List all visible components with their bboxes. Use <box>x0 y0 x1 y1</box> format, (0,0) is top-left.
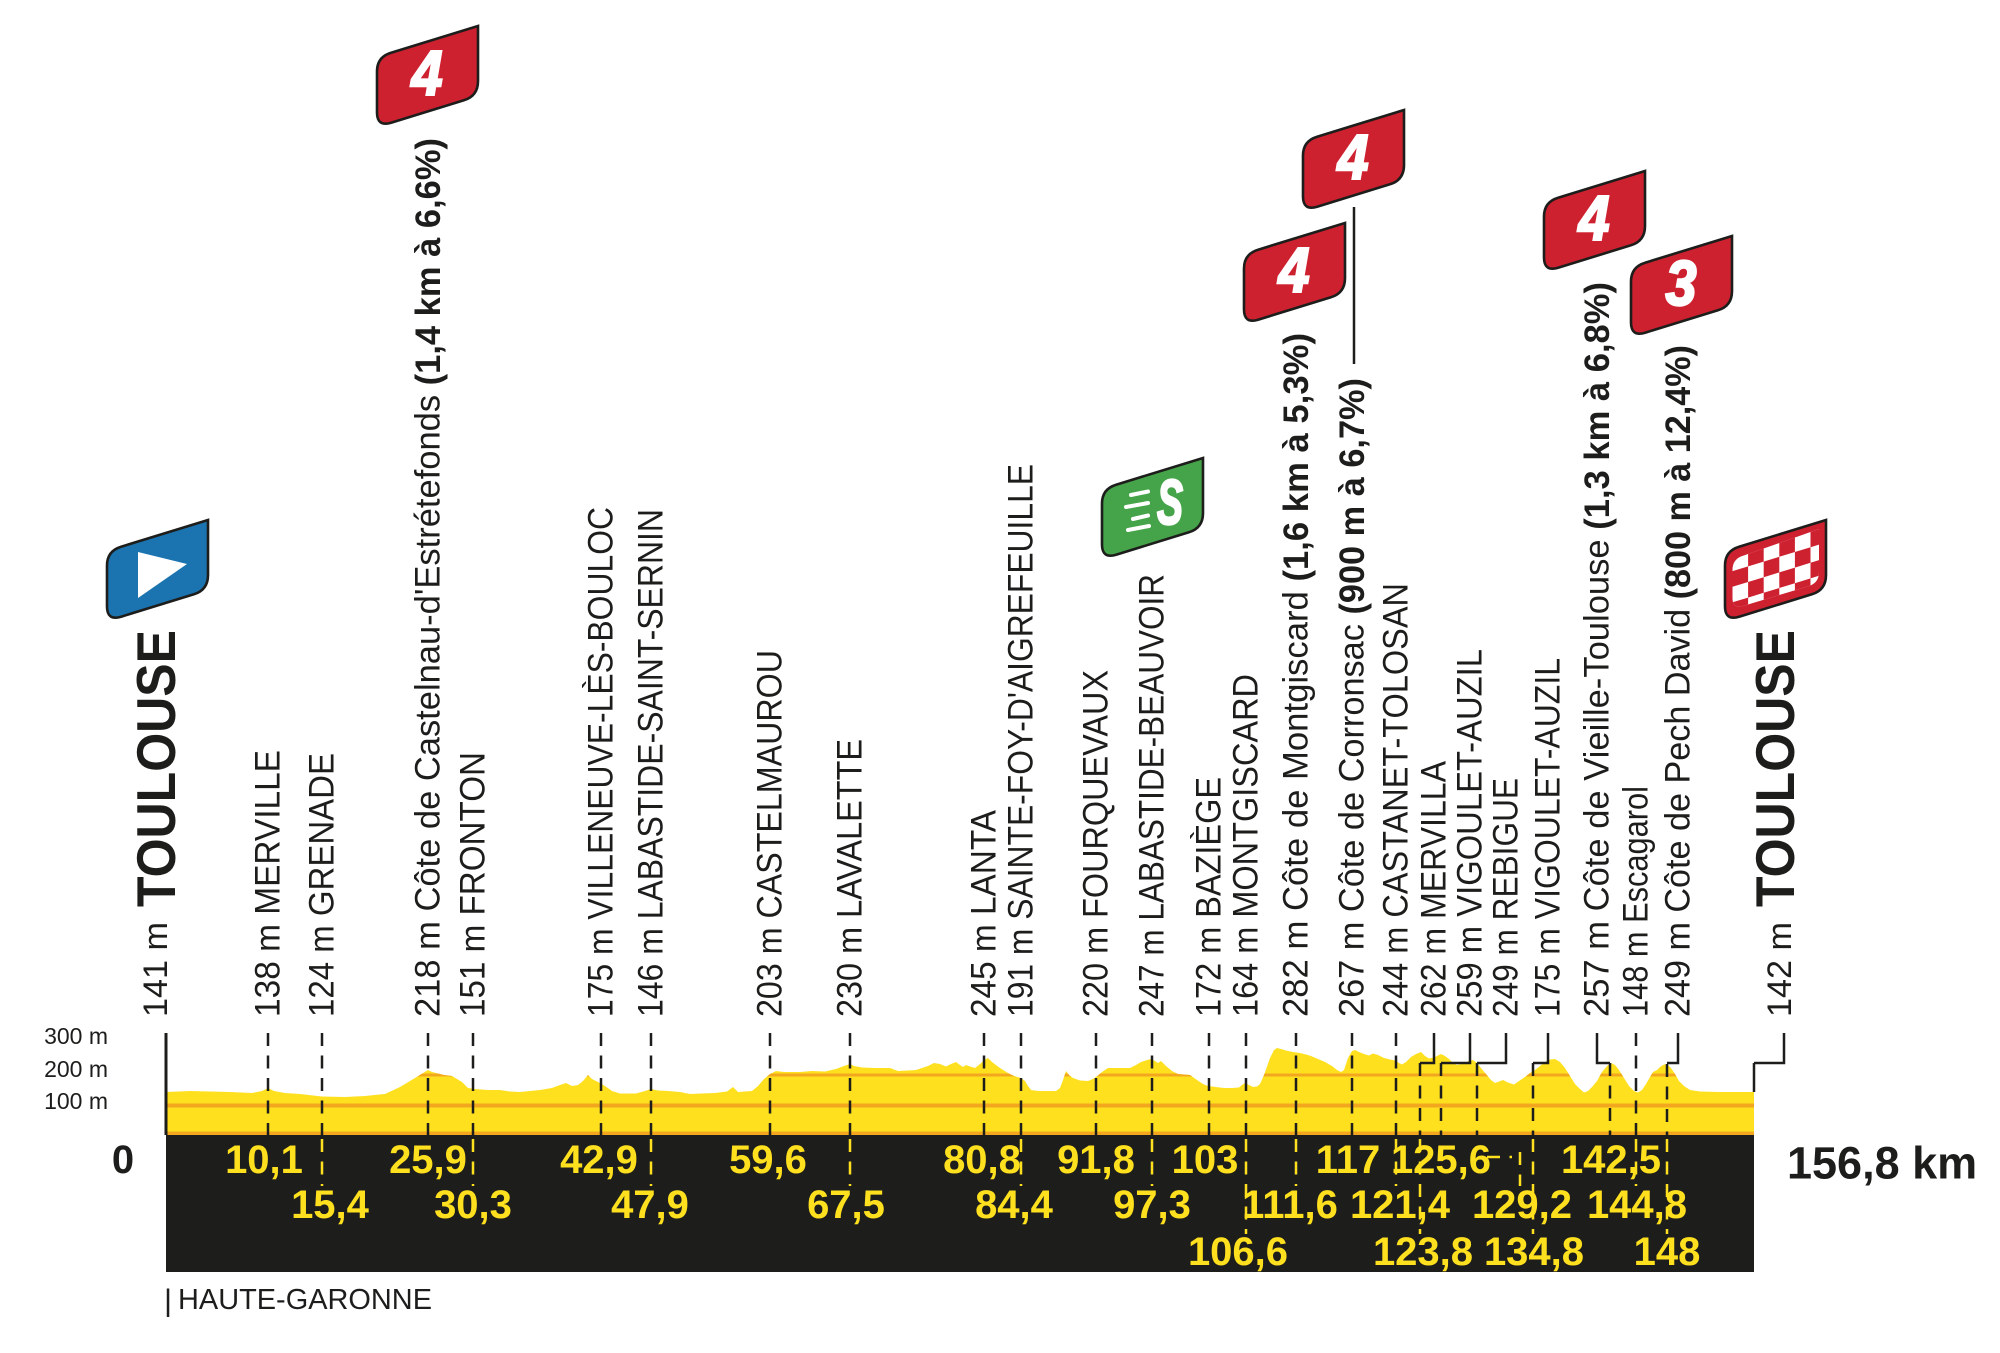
svg-text:125,6: 125,6 <box>1391 1138 1491 1182</box>
svg-text:148: 148 <box>1634 1230 1701 1274</box>
svg-text:67,5: 67,5 <box>807 1183 885 1227</box>
svg-text:267 m Côte de Corronsac (900 m: 267 m Côte de Corronsac (900 m à 6,7%) <box>1333 378 1372 1017</box>
svg-text:300 m: 300 m <box>44 1023 108 1049</box>
svg-text:144,8: 144,8 <box>1587 1183 1687 1227</box>
svg-text:203 m CASTELMAUROU: 203 m CASTELMAUROU <box>751 650 790 1017</box>
svg-text:142 m: 142 m <box>1761 922 1799 1017</box>
svg-text:148 m Escagarol: 148 m Escagarol <box>1617 786 1656 1017</box>
svg-text:3: 3 <box>1666 249 1697 319</box>
svg-text:175 m VIGOULET-AUZIL: 175 m VIGOULET-AUZIL <box>1529 658 1568 1017</box>
svg-text:142,5: 142,5 <box>1561 1138 1661 1182</box>
svg-text:80,8: 80,8 <box>943 1138 1021 1182</box>
svg-text:247 m LABASTIDE-BEAUVOIR: 247 m LABASTIDE-BEAUVOIR <box>1133 574 1172 1017</box>
svg-text:15,4: 15,4 <box>291 1183 370 1227</box>
svg-text:244 m CASTANET-TOLOSAN: 244 m CASTANET-TOLOSAN <box>1377 583 1416 1017</box>
svg-text:245 m LANTA: 245 m LANTA <box>965 809 1004 1017</box>
svg-text:151 m FRONTON: 151 m FRONTON <box>454 752 493 1017</box>
svg-text:25,9: 25,9 <box>389 1138 467 1182</box>
svg-text:30,3: 30,3 <box>434 1183 512 1227</box>
svg-text:121,4: 121,4 <box>1350 1183 1451 1227</box>
svg-text:47,9: 47,9 <box>611 1183 689 1227</box>
svg-text:HAUTE-GARONNE: HAUTE-GARONNE <box>178 1284 432 1316</box>
svg-text:156,8 km: 156,8 km <box>1787 1138 1977 1189</box>
svg-text:220 m FOURQUEVAUX: 220 m FOURQUEVAUX <box>1077 670 1116 1017</box>
svg-text:230 m LAVALETTE: 230 m LAVALETTE <box>831 739 870 1017</box>
svg-text:164 m MONTGISCARD: 164 m MONTGISCARD <box>1227 674 1266 1017</box>
svg-text:129,2: 129,2 <box>1472 1183 1572 1227</box>
svg-text:59,6: 59,6 <box>729 1138 807 1182</box>
svg-text:0: 0 <box>112 1138 134 1182</box>
svg-text:175 m VILLENEUVE-LÈS-BOULOC: 175 m VILLENEUVE-LÈS-BOULOC <box>582 507 621 1017</box>
svg-text:262 m MERVILLA: 262 m MERVILLA <box>1415 760 1454 1017</box>
svg-text:97,3: 97,3 <box>1113 1183 1191 1227</box>
svg-text:146 m LABASTIDE-SAINT-SERNIN: 146 m LABASTIDE-SAINT-SERNIN <box>632 509 671 1017</box>
svg-text:138 m MERVILLE: 138 m MERVILLE <box>249 750 288 1017</box>
svg-text:42,9: 42,9 <box>560 1138 638 1182</box>
svg-text:249 m Côte de Pech David (800: 249 m Côte de Pech David (800 m à 12,4%) <box>1659 345 1698 1017</box>
svg-text:249 m REBIGUE: 249 m REBIGUE <box>1487 778 1526 1017</box>
svg-text:4: 4 <box>1577 184 1610 254</box>
svg-text:4: 4 <box>410 39 443 109</box>
svg-text:106,6: 106,6 <box>1188 1230 1288 1274</box>
svg-text:282 m Côte de Montgiscard (1,6: 282 m Côte de Montgiscard (1,6 km à 5,3%… <box>1277 333 1316 1017</box>
svg-text:259 m VIGOULET-AUZIL: 259 m VIGOULET-AUZIL <box>1451 649 1490 1017</box>
svg-text:218 m Côte de Castelnau-d'Estr: 218 m Côte de Castelnau-d'Estrétefonds (… <box>409 138 448 1017</box>
svg-text:123,8: 123,8 <box>1373 1230 1473 1274</box>
svg-text:111,6: 111,6 <box>1242 1183 1338 1227</box>
svg-text:10,1: 10,1 <box>225 1138 303 1182</box>
svg-text:134,8: 134,8 <box>1484 1230 1584 1274</box>
svg-text:4: 4 <box>1277 236 1310 306</box>
svg-text:103: 103 <box>1172 1138 1239 1182</box>
svg-text:141 m: 141 m <box>137 922 175 1017</box>
svg-text:257 m Côte de Vieille-Toulouse: 257 m Côte de Vieille-Toulouse (1,3 km à… <box>1578 282 1617 1017</box>
svg-text:4: 4 <box>1336 123 1369 193</box>
svg-text:172 m BAZIÈGE: 172 m BAZIÈGE <box>1190 777 1229 1017</box>
svg-text:124 m GRENADE: 124 m GRENADE <box>303 753 342 1017</box>
svg-text:191 m SAINTE-FOY-D'AIGREFEUILL: 191 m SAINTE-FOY-D'AIGREFEUILLE <box>1002 464 1041 1017</box>
svg-text:TOULOUSE: TOULOUSE <box>1744 630 1806 907</box>
svg-text:100 m: 100 m <box>44 1088 108 1114</box>
svg-text:91,8: 91,8 <box>1057 1138 1135 1182</box>
svg-text:|: | <box>164 1283 172 1318</box>
svg-text:S: S <box>1157 468 1183 538</box>
svg-text:200 m: 200 m <box>44 1056 108 1082</box>
svg-text:TOULOUSE: TOULOUSE <box>125 630 187 907</box>
svg-text:117: 117 <box>1316 1138 1381 1182</box>
svg-text:84,4: 84,4 <box>975 1183 1054 1227</box>
